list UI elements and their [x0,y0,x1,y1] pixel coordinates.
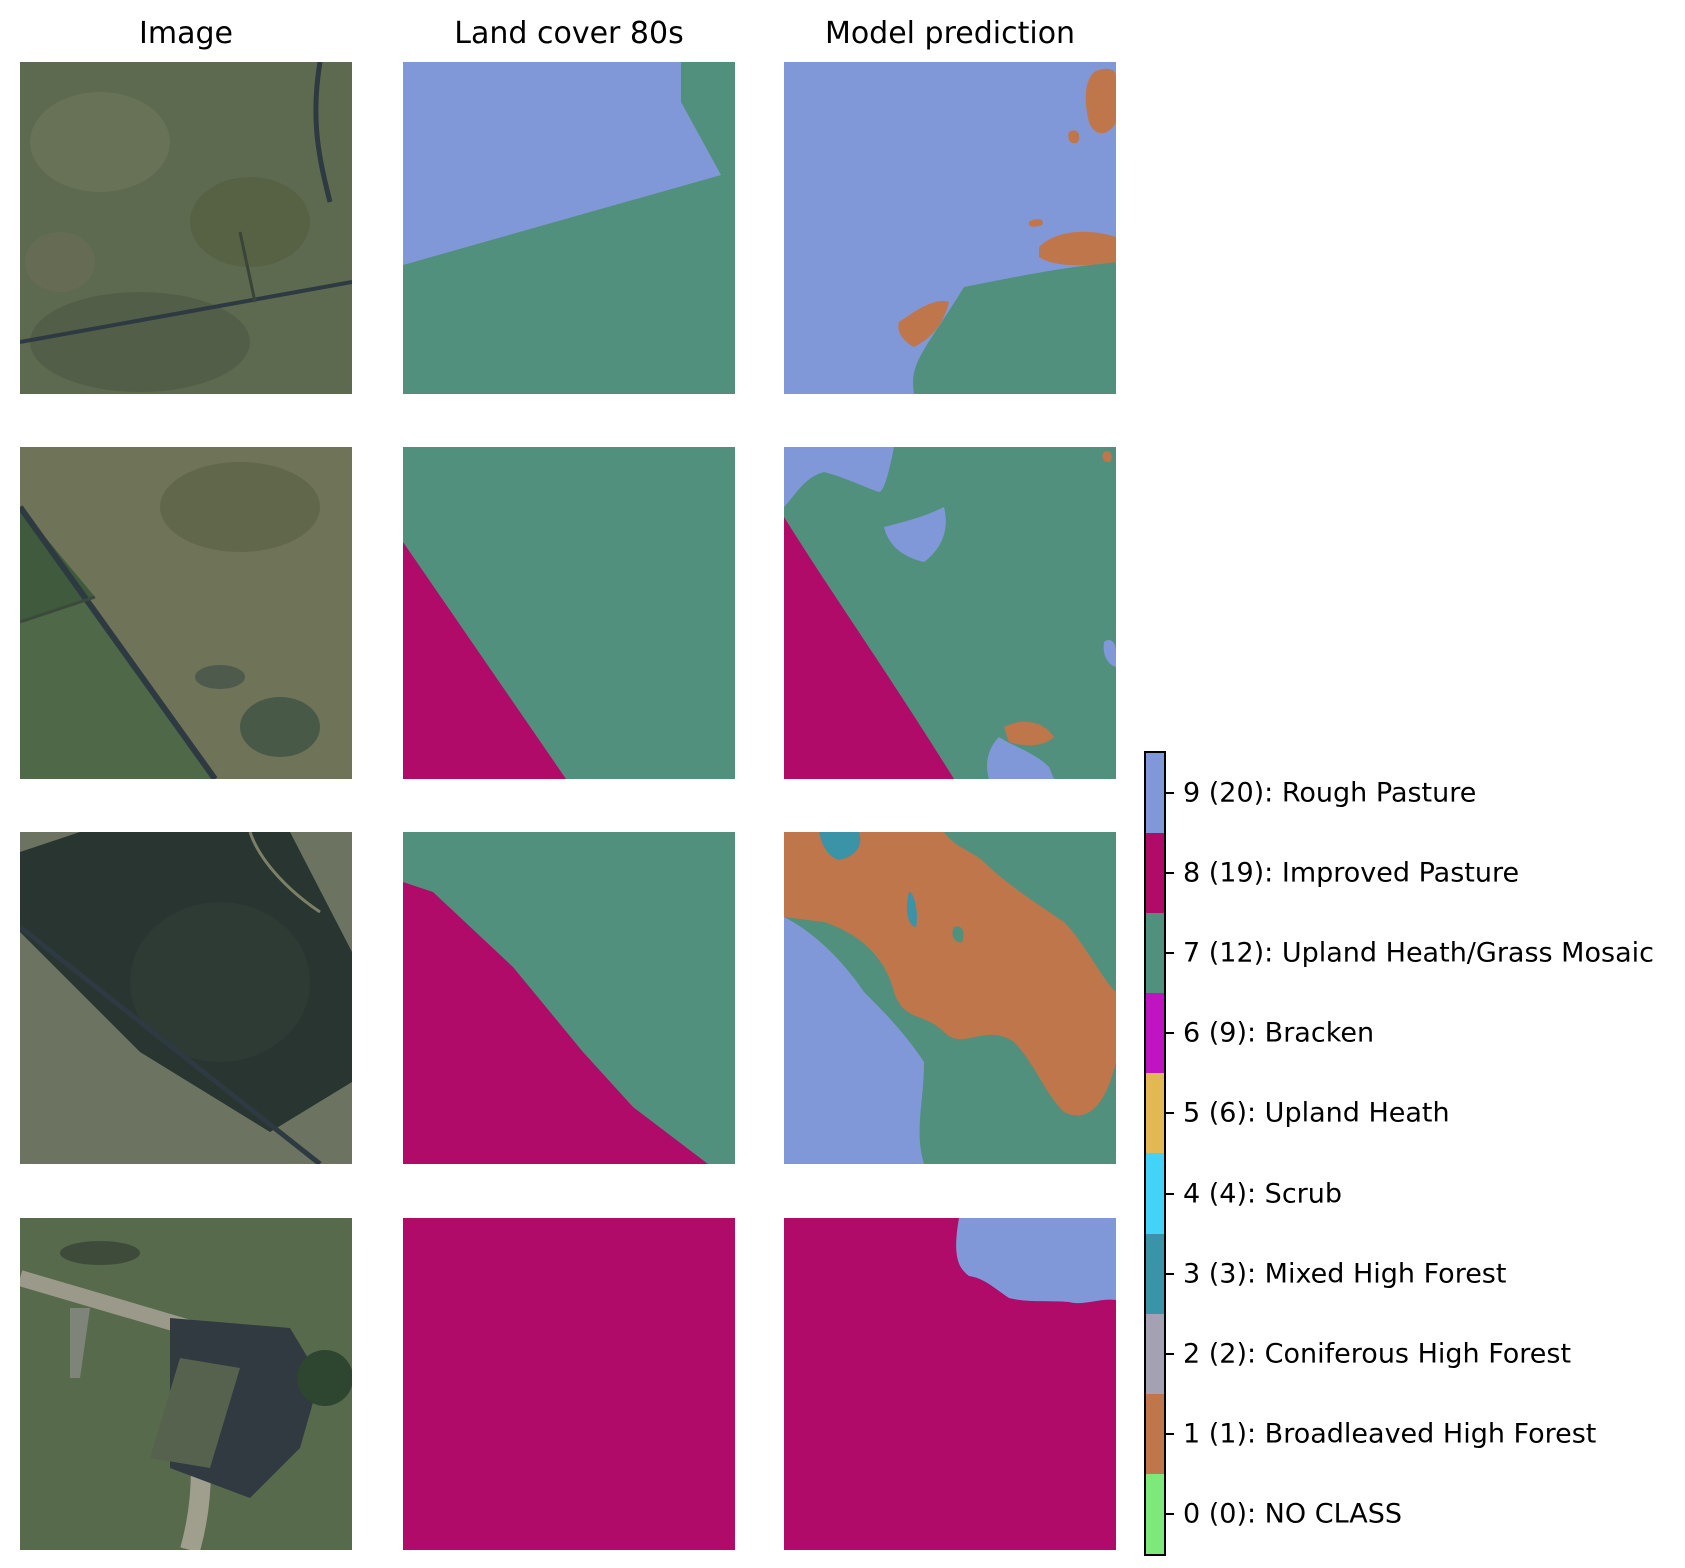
colorbar-tick [1166,1512,1174,1515]
land-cover-map-2 [403,447,735,779]
colorbar-tick [1166,1032,1174,1035]
prediction-map-1 [784,62,1116,394]
colorbar-segment [1146,1473,1164,1554]
colorbar-segment [1146,993,1164,1074]
aerial-image-2 [20,447,352,779]
prediction-map-4 [784,1218,1116,1550]
colorbar-tick [1166,1432,1174,1435]
aerial-image-3 [20,832,352,1164]
colorbar-tick [1166,952,1174,955]
aerial-image-1 [20,62,352,394]
colorbar-segment [1146,913,1164,994]
colorbar-tick [1166,1192,1174,1195]
colorbar-segment [1146,1073,1164,1154]
prediction-map-3 [784,832,1116,1164]
colorbar-segment [1146,1233,1164,1314]
colorbar-segment [1146,1153,1164,1234]
column-title-model-prediction: Model prediction [824,16,1076,51]
colorbar-label: 4 (4): Scrub [1183,1178,1343,1210]
colorbar-segment [1146,1393,1164,1474]
colorbar-label: 9 (20): Rough Pasture [1183,777,1477,809]
prediction-map-2 [784,447,1116,779]
land-cover-map-3 [403,832,735,1164]
colorbar-segment [1146,1313,1164,1394]
colorbar-label: 2 (2): Coniferous High Forest [1183,1338,1572,1370]
aerial-image-4 [20,1218,352,1550]
land-cover-map-1 [403,62,735,394]
colorbar [1144,751,1166,1556]
colorbar-tick [1166,1352,1174,1355]
colorbar-label: 1 (1): Broadleaved High Forest [1183,1418,1597,1450]
colorbar-segment [1146,833,1164,914]
colorbar-segment [1146,753,1164,834]
colorbar-tick [1166,1272,1174,1275]
land-cover-map-4 [403,1218,735,1550]
colorbar-tick [1166,872,1174,875]
colorbar-label: 0 (0): NO CLASS [1183,1498,1402,1530]
colorbar-label: 8 (19): Improved Pasture [1183,857,1520,889]
colorbar-tick [1166,1112,1174,1115]
colorbar-label: 7 (12): Upland Heath/Grass Mosaic [1183,937,1654,969]
colorbar-tick [1166,792,1174,795]
colorbar-label: 3 (3): Mixed High Forest [1183,1258,1507,1290]
column-title-image: Image [139,16,233,51]
column-title-land-cover: Land cover 80s [454,16,684,51]
colorbar-label: 5 (6): Upland Heath [1183,1097,1450,1129]
colorbar-label: 6 (9): Bracken [1183,1017,1375,1049]
